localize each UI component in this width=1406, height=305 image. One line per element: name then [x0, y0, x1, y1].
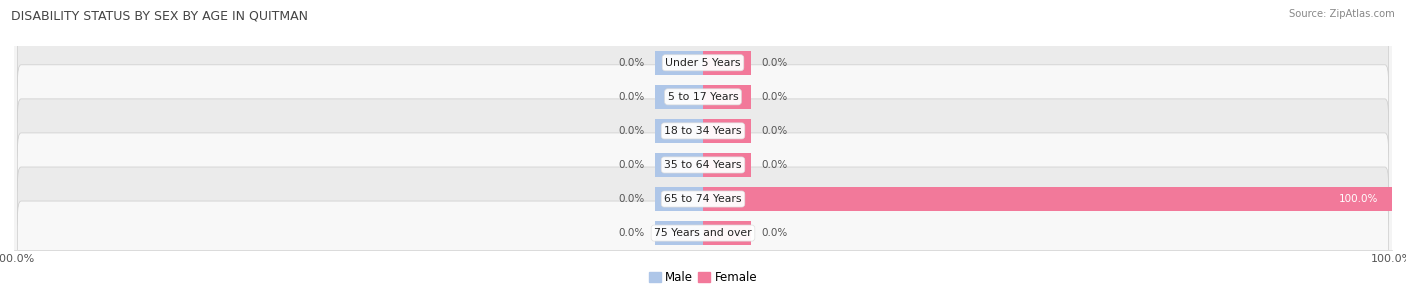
FancyBboxPatch shape	[17, 65, 1389, 129]
Text: 0.0%: 0.0%	[619, 126, 644, 136]
Text: 0.0%: 0.0%	[619, 228, 644, 238]
Text: 0.0%: 0.0%	[619, 194, 644, 204]
Text: 0.0%: 0.0%	[762, 58, 787, 68]
Bar	[655, 84, 703, 109]
Text: 0.0%: 0.0%	[762, 126, 787, 136]
Text: 0.0%: 0.0%	[619, 58, 644, 68]
FancyBboxPatch shape	[17, 201, 1389, 265]
Bar	[703, 153, 751, 177]
FancyBboxPatch shape	[17, 99, 1389, 163]
Text: 35 to 64 Years: 35 to 64 Years	[664, 160, 742, 170]
Text: 0.0%: 0.0%	[619, 160, 644, 170]
Bar	[703, 84, 751, 109]
Bar	[655, 119, 703, 143]
FancyBboxPatch shape	[17, 133, 1389, 197]
Bar	[703, 51, 751, 75]
Text: 0.0%: 0.0%	[762, 160, 787, 170]
Legend: Male, Female: Male, Female	[644, 267, 762, 289]
Text: 100.0%: 100.0%	[1339, 194, 1378, 204]
Text: 5 to 17 Years: 5 to 17 Years	[668, 92, 738, 102]
Text: 18 to 34 Years: 18 to 34 Years	[664, 126, 742, 136]
Bar	[655, 51, 703, 75]
Text: 0.0%: 0.0%	[619, 92, 644, 102]
Bar	[703, 187, 1392, 211]
Bar	[655, 187, 703, 211]
Text: 0.0%: 0.0%	[762, 228, 787, 238]
Text: Under 5 Years: Under 5 Years	[665, 58, 741, 68]
Text: 75 Years and over: 75 Years and over	[654, 228, 752, 238]
Bar	[655, 221, 703, 245]
Bar	[703, 221, 751, 245]
Text: Source: ZipAtlas.com: Source: ZipAtlas.com	[1289, 9, 1395, 19]
Text: DISABILITY STATUS BY SEX BY AGE IN QUITMAN: DISABILITY STATUS BY SEX BY AGE IN QUITM…	[11, 9, 308, 22]
Text: 0.0%: 0.0%	[762, 92, 787, 102]
Text: 65 to 74 Years: 65 to 74 Years	[664, 194, 742, 204]
Bar	[655, 153, 703, 177]
Bar	[703, 119, 751, 143]
FancyBboxPatch shape	[17, 167, 1389, 231]
FancyBboxPatch shape	[17, 31, 1389, 95]
